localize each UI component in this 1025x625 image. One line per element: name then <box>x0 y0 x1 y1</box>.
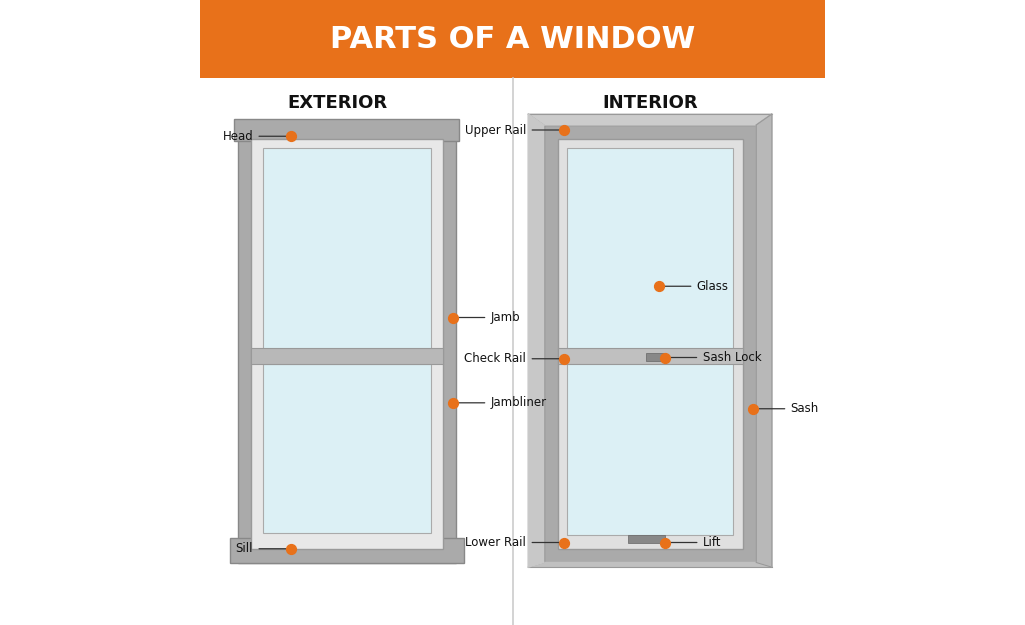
FancyBboxPatch shape <box>262 364 432 533</box>
Point <box>283 544 299 554</box>
Point <box>556 125 572 135</box>
Point <box>657 538 673 548</box>
Text: Sill: Sill <box>236 542 253 555</box>
Point <box>445 312 461 322</box>
FancyBboxPatch shape <box>543 125 756 562</box>
Point <box>445 398 461 408</box>
FancyBboxPatch shape <box>251 139 443 549</box>
FancyBboxPatch shape <box>558 348 742 364</box>
Point <box>283 131 299 141</box>
Polygon shape <box>528 562 772 568</box>
Text: Sash Lock: Sash Lock <box>702 351 762 364</box>
Text: Lower Rail: Lower Rail <box>465 536 526 549</box>
Text: PARTS OF A WINDOW: PARTS OF A WINDOW <box>330 25 695 54</box>
Text: Upper Rail: Upper Rail <box>465 124 526 136</box>
FancyBboxPatch shape <box>627 535 665 542</box>
FancyBboxPatch shape <box>230 538 463 562</box>
FancyBboxPatch shape <box>647 352 665 361</box>
Point <box>556 354 572 364</box>
Text: Check Rail: Check Rail <box>464 352 526 365</box>
Text: Head: Head <box>222 130 253 142</box>
FancyBboxPatch shape <box>567 148 733 356</box>
Text: EXTERIOR: EXTERIOR <box>287 94 387 112</box>
Polygon shape <box>528 114 543 568</box>
Polygon shape <box>756 114 772 568</box>
FancyBboxPatch shape <box>238 125 456 562</box>
Point <box>657 352 673 362</box>
FancyBboxPatch shape <box>558 139 742 549</box>
Point <box>651 281 667 291</box>
Text: INTERIOR: INTERIOR <box>603 94 698 112</box>
FancyBboxPatch shape <box>567 362 733 535</box>
Text: Jambliner: Jambliner <box>491 396 546 409</box>
Point <box>556 538 572 548</box>
Text: Jamb: Jamb <box>491 311 521 324</box>
Polygon shape <box>528 114 772 125</box>
FancyBboxPatch shape <box>200 0 825 78</box>
FancyBboxPatch shape <box>262 148 432 356</box>
Text: Sash: Sash <box>790 402 819 415</box>
Text: Lift: Lift <box>703 536 722 549</box>
Point <box>745 404 762 414</box>
Text: Glass: Glass <box>697 280 729 292</box>
FancyBboxPatch shape <box>251 348 443 364</box>
FancyBboxPatch shape <box>235 119 459 141</box>
